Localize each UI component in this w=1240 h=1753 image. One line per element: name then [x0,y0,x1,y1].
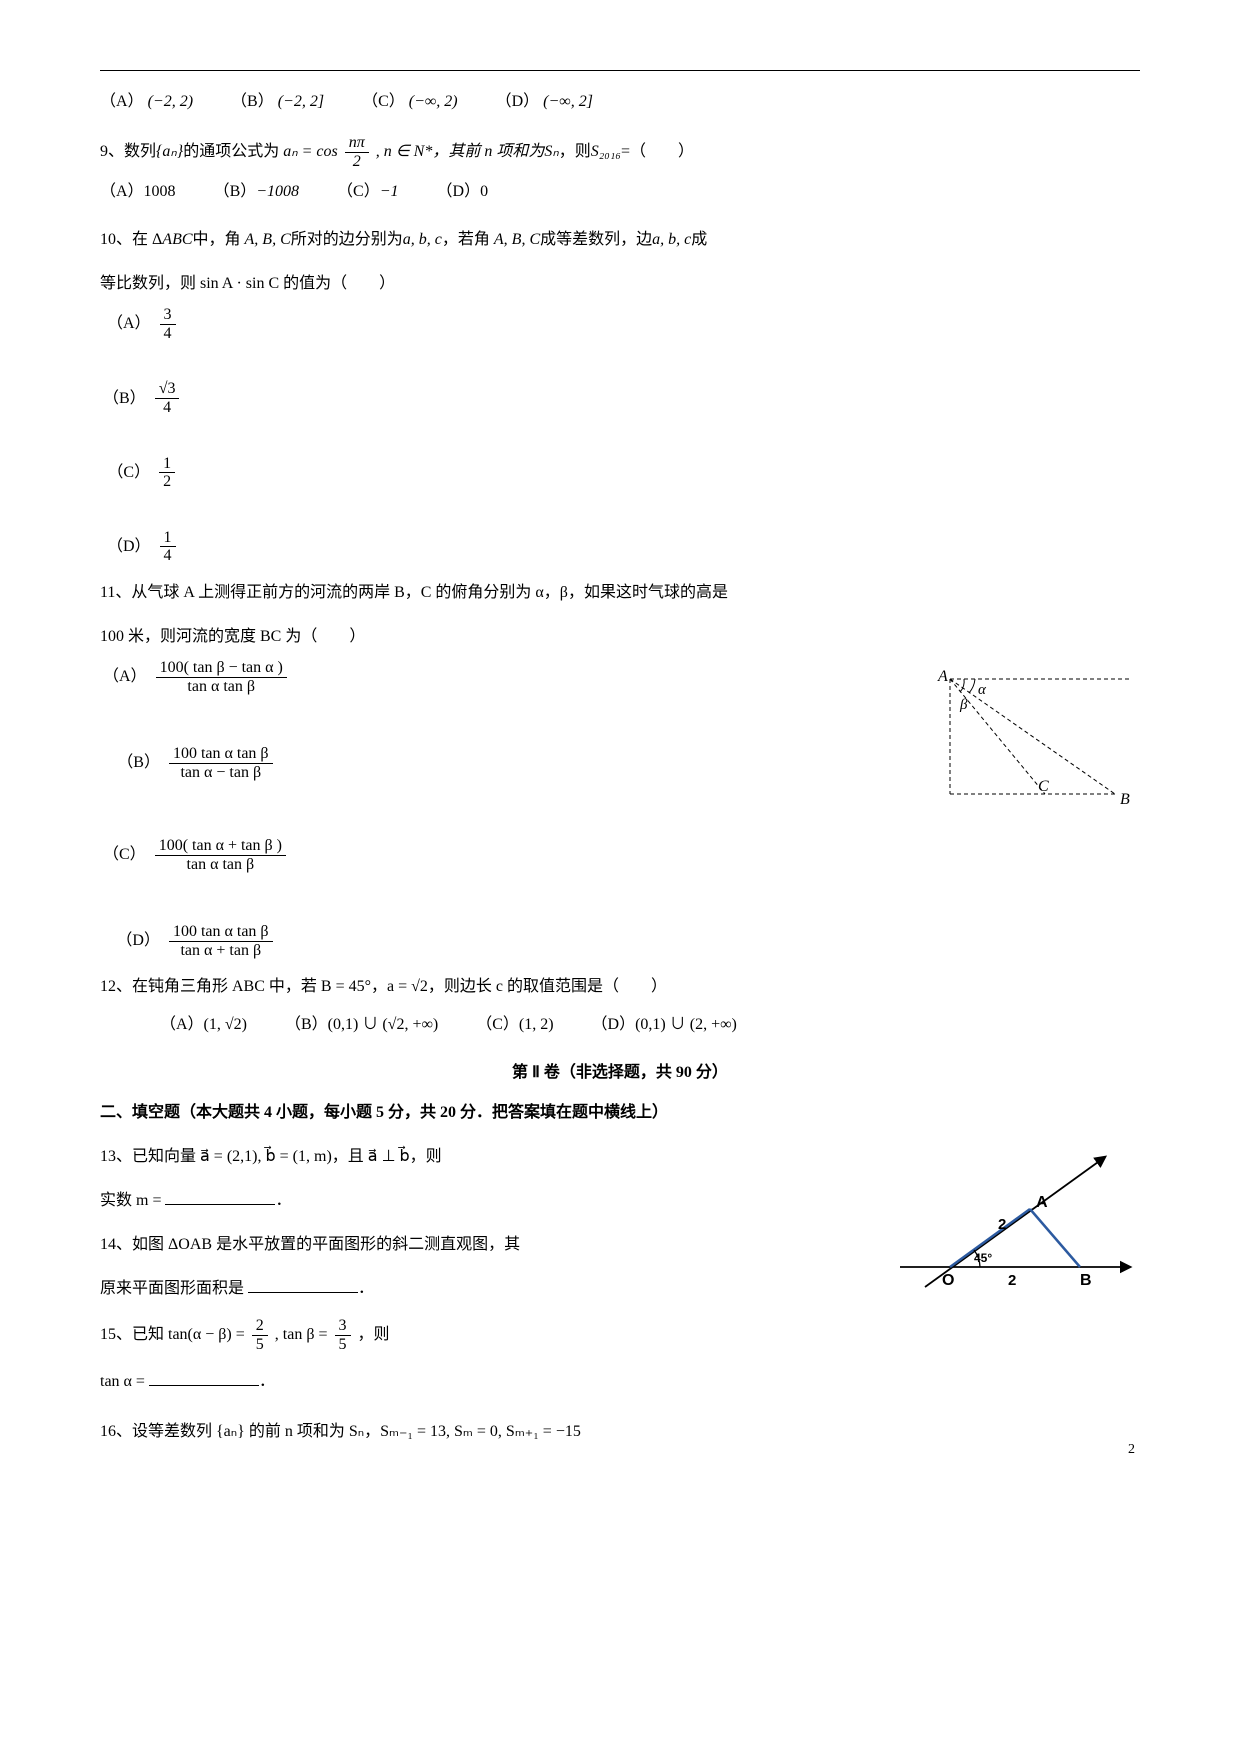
q11-opt-d: （D）100 tan α tan βtan α + tan β [116,923,275,959]
q12-opt-a: （A）(1, √2) [160,1009,247,1041]
q15-line1: 15、已知 tan(α − β) = 25 , tan β = 35 ，则 [100,1317,1140,1353]
q9-options: （A）1008 （B）−1008 （C）−1 （D）0 [100,176,1140,208]
svg-text:α: α [978,682,987,698]
q8-opt-c: （C） (−∞, 2) [362,86,458,118]
q12-opt-b: （B）(0,1) ∪ (√2, +∞) [285,1009,438,1041]
q12-options: （A）(1, √2) （B）(0,1) ∪ (√2, +∞) （C）(1, 2)… [100,1009,1140,1041]
q15-line2: tan α = ． [100,1366,1140,1398]
q10-opt-a: （A）34 [107,306,179,342]
q8-opt-b: （B） (−2, 2] [231,86,324,118]
page-number: 2 [1128,1436,1135,1464]
q11-line1: 11、从气球 A 上测得正前方的河流的两岸 B，C 的俯角分别为 α，β，如果这… [100,577,1140,609]
q8-options: （A） (−2, 2) （B） (−2, 2] （C） (−∞, 2) （D） … [100,86,1140,118]
svg-text:2: 2 [1008,1272,1016,1289]
q11-opt-a: （A）100( tan β − tan α )tan α tan β [103,659,290,695]
svg-text:B: B [1080,1272,1092,1289]
svg-text:45°: 45° [974,1251,992,1265]
q10: 10、在 ΔABC中，角 A, B, C所对的边分别为a, b, c，若角 A,… [100,224,1140,256]
svg-text:A: A [1036,1194,1048,1211]
q11-opt-c: （C）100( tan α + tan β )tan α tan β [103,837,289,873]
q16: 16、设等差数列 {aₙ} 的前 n 项和为 Sₙ，Sₘ₋₁ = 13, Sₘ … [100,1416,1140,1448]
q11-opt-b: （B）100 tan α tan βtan α − tan β [117,745,275,781]
page-top-rule [100,70,1140,71]
q8-opt-d: （D） (−∞, 2] [496,86,593,118]
fill-title: 二、填空题（本大题共 4 小题，每小题 5 分，共 20 分．把答案填在题中横线… [100,1097,1140,1129]
q9-opt-d: （D）0 [437,176,489,208]
q11-line2: 100 米，则河流的宽度 BC 为（ ） [100,621,1140,653]
q9-opt-b: （B）−1008 [214,176,299,208]
q10-opt-d: （D）14 [107,529,179,565]
q11-options-ab: （A）100( tan β − tan α )tan α tan β （B）10… [103,659,290,781]
q15-blank [149,1369,259,1386]
svg-text:B: B [1120,791,1130,808]
q10-opt-b: （B）√34 [103,380,182,416]
q12: 12、在钝角三角形 ABC 中，若 B = 45°，a = √2，则边长 c 的… [100,971,1140,1003]
section2-title: 第 Ⅱ 卷（非选择题，共 90 分） [100,1057,1140,1089]
q11-options-cd: （C）100( tan α + tan β )tan α tan β （D）10… [103,837,289,959]
svg-text:A: A [937,668,948,685]
q14-diagram: O A B 2 2 45° [890,1137,1140,1307]
svg-text:2: 2 [998,1216,1006,1233]
q10-opt-c: （C）12 [107,455,178,491]
svg-text:C: C [1038,778,1049,795]
svg-text:O: O [942,1272,954,1289]
q13-blank [165,1188,275,1205]
q9-opt-c: （C）−1 [337,176,398,208]
q12-opt-c: （C）(1, 2) [476,1009,553,1041]
q10-line2: 等比数列，则 sin A · sin C 的值为（ ） [100,268,1140,300]
q12-opt-d: （D）(0,1) ∪ (2, +∞) [592,1009,737,1041]
q9-opt-a: （A）1008 [100,176,176,208]
svg-text:β: β [959,697,968,713]
q11-diagram: A B C α β [920,659,1140,809]
q8-opt-a: （A） (−2, 2) [100,86,193,118]
q10-options: （A）34 （B）√34 （C）12 （D）14 [103,306,182,565]
q9: 9、数列{aₙ}的通项公式为 aₙ = cos nπ2 , n ∈ N*，其前 … [100,134,1140,170]
q14-blank [248,1276,358,1293]
